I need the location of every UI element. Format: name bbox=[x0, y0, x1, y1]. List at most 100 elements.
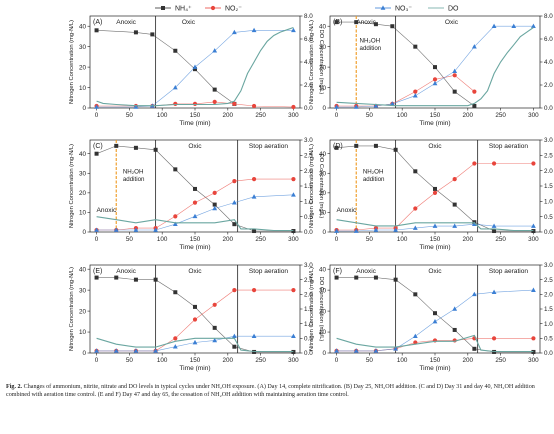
phase-label: Anoxic bbox=[116, 268, 136, 275]
data-point-nh4 bbox=[114, 143, 119, 148]
series-line-no3 bbox=[96, 194, 294, 231]
y-tick-label: 10 bbox=[79, 85, 87, 92]
data-point-nh4 bbox=[252, 229, 257, 234]
y-tick-label: 30 bbox=[319, 287, 327, 294]
panel-f: (F) 0 50 100 150 200 250 300 Time (min) 0 10 20 30 40… bbox=[309, 262, 553, 372]
x-tick-label: 150 bbox=[430, 112, 441, 119]
data-point-no3 bbox=[452, 223, 458, 228]
x-tick-label: 250 bbox=[495, 236, 506, 243]
chart-figure: NH₄⁺ NO₂⁻ NO₃⁻ DO (A)0 50 100 150 200 250 300Tim… bbox=[69, 5, 553, 372]
figure-caption: Fig. 2. Changes of ammonium, nitrite, ni… bbox=[6, 383, 548, 400]
y-axis-label: Nitrogen Concentration (mg-N/L) bbox=[309, 20, 315, 104]
data-point-no3 bbox=[153, 227, 159, 232]
data-point-no3 bbox=[334, 104, 339, 109]
y-tick-label: 10 bbox=[319, 329, 327, 336]
data-point-no2 bbox=[251, 103, 257, 109]
data-point-nh4 bbox=[433, 65, 437, 70]
phase-label: Anoxic bbox=[97, 207, 117, 214]
data-point-no3 bbox=[291, 192, 296, 197]
plot-frame bbox=[329, 15, 541, 109]
data-point-no2 bbox=[192, 200, 198, 205]
y-tick-label: 0 bbox=[82, 229, 86, 236]
data-point-no2 bbox=[232, 101, 237, 107]
series-line-do bbox=[96, 216, 294, 232]
y-tick-label: 20 bbox=[79, 64, 87, 71]
x-tick-label: 300 bbox=[528, 236, 539, 243]
series-line-nh4 bbox=[336, 145, 534, 232]
data-point-no3 bbox=[353, 104, 359, 109]
y2-tick-label: 2.0 bbox=[304, 168, 313, 175]
data-point-no3 bbox=[531, 287, 536, 292]
y-axis-label: Nitrogen Concentration (mg-N/L) bbox=[69, 267, 75, 351]
annotation-text: addition bbox=[360, 45, 382, 52]
data-point-nh4 bbox=[433, 186, 437, 191]
series-line-nh4 bbox=[96, 277, 294, 353]
y2-tick-label: 1.0 bbox=[304, 199, 313, 206]
phase-label: Anoxic bbox=[356, 268, 376, 275]
y2-tick-label: 1.0 bbox=[304, 321, 313, 328]
data-point-nh4 bbox=[94, 28, 99, 33]
x-tick-label: 200 bbox=[223, 112, 234, 119]
y-tick-label: 0 bbox=[82, 350, 86, 357]
y2-tick-label: 1.5 bbox=[304, 183, 313, 190]
data-point-no3 bbox=[94, 348, 99, 353]
data-point-nh4 bbox=[94, 275, 99, 280]
y-tick-label: 30 bbox=[319, 170, 327, 177]
data-point-nh4 bbox=[354, 20, 359, 25]
data-point-no3 bbox=[393, 227, 399, 232]
legend-label-nh4: NH₄⁺ bbox=[175, 6, 192, 13]
data-point-no2 bbox=[232, 288, 237, 293]
plot-frame bbox=[89, 15, 301, 109]
data-point-no3 bbox=[452, 306, 458, 311]
y-tick-label: 20 bbox=[319, 308, 327, 315]
y2-tick-label: 0.5 bbox=[544, 336, 553, 343]
y-axis-label: Nitrogen Concentration (mg-N/L) bbox=[69, 20, 75, 104]
data-point-no3 bbox=[491, 23, 497, 29]
data-point-no3 bbox=[471, 221, 477, 226]
x-tick-label: 0 bbox=[335, 236, 339, 243]
y2-axis-label: DO Concentration (mg/L) bbox=[318, 30, 324, 95]
y2-tick-label: 2.5 bbox=[304, 277, 313, 284]
x-tick-label: 0 bbox=[335, 357, 339, 364]
plot-frame bbox=[89, 139, 301, 233]
y2-tick-label: 2.0 bbox=[544, 292, 553, 299]
x-tick-label: 150 bbox=[190, 236, 201, 243]
x-axis-label: Time (min) bbox=[179, 365, 210, 372]
y2-tick-label: 3.0 bbox=[544, 137, 553, 144]
data-point-no3 bbox=[133, 348, 139, 353]
x-tick-label: 50 bbox=[366, 112, 374, 119]
data-point-no2 bbox=[192, 101, 198, 107]
x-tick-label: 200 bbox=[463, 112, 474, 119]
x-tick-label: 50 bbox=[126, 112, 134, 119]
data-point-no3 bbox=[432, 318, 438, 324]
y2-tick-label: 2.0 bbox=[304, 292, 313, 299]
data-point-no3 bbox=[94, 104, 99, 109]
series-line-do bbox=[336, 334, 534, 353]
series-line-do bbox=[96, 26, 294, 107]
phase-label: Anoxic bbox=[116, 19, 136, 26]
data-point-nh4 bbox=[452, 327, 457, 332]
x-tick-label: 100 bbox=[397, 236, 408, 243]
annotation-text: NH₂OH bbox=[363, 168, 384, 175]
y-tick-label: 0 bbox=[322, 350, 326, 357]
x-tick-label: 0 bbox=[335, 112, 339, 119]
y-tick-label: 10 bbox=[319, 210, 327, 217]
data-point-nh4 bbox=[531, 229, 536, 234]
x-tick-label: 250 bbox=[495, 112, 506, 119]
data-point-no2 bbox=[413, 89, 418, 94]
data-point-nh4 bbox=[193, 186, 197, 191]
series-line-do bbox=[336, 219, 534, 232]
x-tick-label: 300 bbox=[288, 236, 299, 243]
x-tick-label: 150 bbox=[190, 357, 201, 364]
y2-tick-label: 2.0 bbox=[304, 82, 313, 89]
y2-tick-label: 0.5 bbox=[304, 336, 313, 343]
phase-label: Anoxic bbox=[356, 19, 376, 26]
data-point-no2 bbox=[251, 288, 257, 293]
data-point-no3 bbox=[432, 223, 438, 228]
y2-tick-label: 0.5 bbox=[544, 214, 553, 221]
series-line-no2 bbox=[336, 74, 475, 107]
data-point-no2 bbox=[232, 179, 237, 184]
